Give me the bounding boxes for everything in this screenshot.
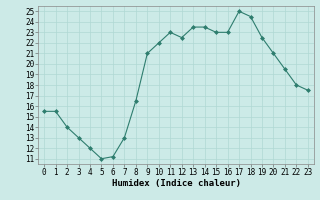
X-axis label: Humidex (Indice chaleur): Humidex (Indice chaleur) (111, 179, 241, 188)
